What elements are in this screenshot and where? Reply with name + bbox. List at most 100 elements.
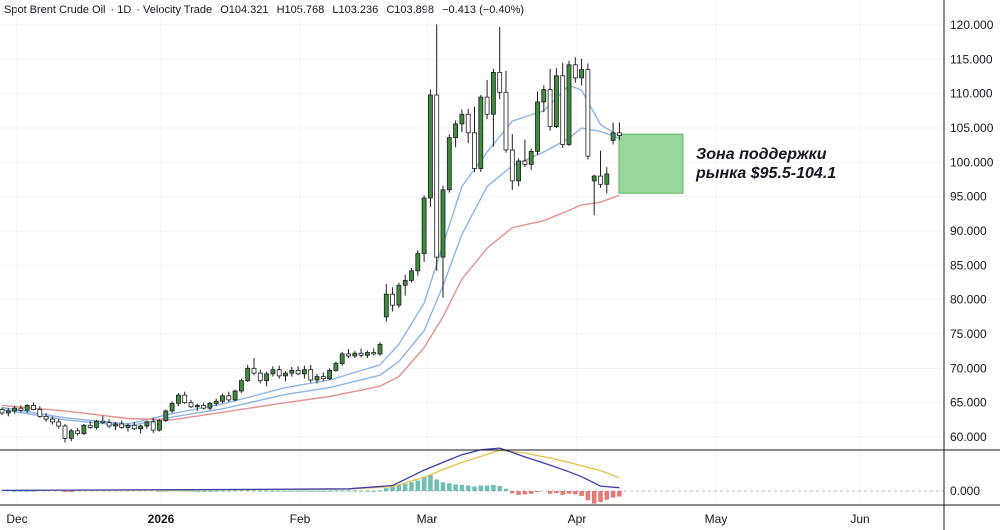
y-tick-label: 60.000 (950, 430, 987, 444)
candle-body (201, 405, 207, 409)
candle (238, 378, 244, 394)
candle (383, 283, 389, 322)
candle-body (264, 373, 270, 382)
histogram-bar (560, 491, 565, 495)
candle-body (478, 96, 484, 169)
candle (402, 274, 408, 296)
histogram-bar (62, 491, 68, 492)
candle-body (283, 372, 288, 377)
candle-body (106, 422, 112, 427)
candle-body (257, 372, 263, 382)
candle (421, 195, 427, 262)
chart-header: Spot Brent Crude Oil · 1D · Velocity Trade… (4, 4, 525, 16)
histogram-bar (163, 490, 169, 492)
candle (182, 391, 188, 405)
candle-body (270, 369, 276, 375)
candle-body (415, 253, 421, 272)
change-value: −0.413 (−0.40%) (442, 4, 525, 16)
histogram-bar (176, 490, 181, 492)
candle (339, 351, 345, 366)
histogram-bar (31, 490, 36, 492)
candle-body (251, 367, 257, 374)
histogram-bar (314, 490, 320, 492)
candle (566, 60, 572, 146)
candle (119, 420, 125, 429)
candle (251, 358, 257, 376)
candle (194, 403, 200, 411)
y-tick-label: 100.000 (950, 155, 994, 169)
candle-body (320, 376, 326, 380)
candle (598, 150, 603, 188)
candle (270, 366, 276, 377)
histogram-bar (472, 486, 477, 491)
candle (459, 109, 465, 133)
candle (31, 402, 36, 411)
candle (226, 391, 232, 402)
candle (68, 428, 74, 442)
candle (12, 406, 18, 414)
histogram-bar (207, 490, 213, 492)
histogram-bar (617, 491, 622, 497)
candle (371, 348, 377, 356)
histogram-bar (415, 480, 421, 491)
candle-body (43, 415, 49, 420)
candle-body (308, 369, 314, 381)
candle-body (535, 101, 540, 152)
candle-body (18, 407, 24, 411)
candle-body (327, 369, 333, 380)
candle-body (383, 293, 389, 318)
candle (333, 361, 339, 372)
candle (446, 134, 452, 193)
candle (352, 351, 358, 359)
histogram-bar (447, 483, 452, 491)
symbol-name: Spot Brent Crude Oil (4, 4, 106, 16)
histogram-bar (371, 490, 376, 492)
candle (150, 417, 156, 433)
candle (528, 148, 534, 170)
candle (157, 419, 162, 432)
candle-body (339, 353, 345, 364)
histogram-bar (478, 485, 484, 491)
candle (516, 158, 521, 187)
y-tick-label: 70.000 (950, 361, 987, 375)
support-zone-label-line2: рынка $95.5-104.1 (695, 165, 836, 182)
y-tick-label: 80.000 (950, 293, 987, 307)
histogram-bar (365, 490, 370, 492)
histogram-bar (516, 491, 521, 495)
candle (358, 348, 364, 358)
candle-body (301, 369, 307, 375)
histogram-bar (270, 490, 276, 492)
y-tick-label: 120.000 (950, 18, 994, 32)
candle (415, 250, 421, 276)
candle-body (31, 405, 36, 410)
candle-body (446, 137, 452, 191)
candle (604, 167, 610, 194)
histogram-bar (188, 490, 194, 492)
candle (522, 139, 528, 168)
candle-body (119, 423, 125, 428)
histogram-bar (579, 491, 584, 496)
candle (547, 68, 553, 131)
candle-body (188, 402, 194, 408)
histogram-bar (201, 490, 206, 492)
candle-body (579, 69, 584, 79)
histogram-bar (384, 488, 389, 491)
candle (283, 371, 288, 382)
candle (163, 409, 169, 422)
candle (364, 350, 370, 359)
histogram-bar (566, 491, 572, 494)
candle-body (522, 160, 528, 165)
candle-body (358, 352, 364, 356)
candle-body (276, 369, 282, 377)
candle-body (131, 424, 137, 430)
candle-body (0, 409, 5, 414)
candle (18, 405, 24, 413)
candle (169, 401, 175, 413)
candle-body (194, 405, 200, 408)
candle-body (75, 430, 80, 434)
histogram-bar (528, 491, 534, 494)
candle (56, 419, 62, 429)
histogram-bar (396, 484, 402, 491)
candle (396, 282, 402, 308)
